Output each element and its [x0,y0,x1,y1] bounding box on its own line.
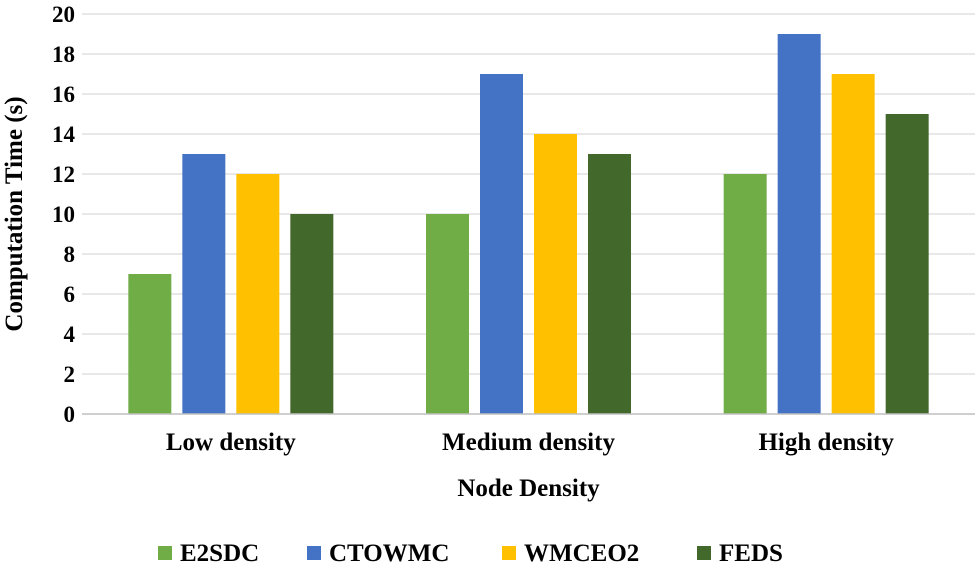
bar-feds-2 [588,154,631,414]
x-axis-title: Node Density [457,475,600,502]
bar-e2sdc-2 [426,214,469,414]
y-tick-label: 6 [64,282,76,307]
y-tick-label: 14 [52,122,76,147]
y-axis-title: Computation Time (s) [1,96,28,331]
legend-swatch-feds [697,546,711,560]
bar-ctowmc-3 [777,34,821,414]
x-category-label: Low density [166,429,296,456]
y-tick-label: 18 [52,42,75,67]
y-tick-label: 10 [52,202,75,227]
bar-e2sdc-1 [128,274,172,414]
legend: E2SDC CTOWMC WMCEO2 FEDS [158,540,783,567]
y-tick-label: 16 [52,82,75,107]
y-tick-label: 0 [64,402,76,427]
x-category-label: Medium density [442,429,615,456]
bar-feds-3 [885,114,929,414]
y-tick-label: 20 [52,2,75,27]
bars [128,34,929,414]
y-axis-ticks: 0 2 4 6 8 10 12 14 16 18 20 [52,2,76,427]
legend-swatch-wmceo2 [502,546,516,560]
y-tick-label: 2 [64,362,76,387]
bar-feds-1 [290,214,334,414]
legend-label-feds: FEDS [719,540,783,567]
bar-e2sdc-3 [723,174,767,414]
y-tick-label: 4 [64,322,76,347]
x-axis-categories: Low density Medium density High density [166,429,895,456]
bar-wmceo2-3 [831,74,875,414]
x-category-label: High density [758,429,894,456]
legend-label-e2sdc: E2SDC [180,540,259,567]
legend-label-ctowmc: CTOWMC [329,540,449,567]
legend-swatch-e2sdc [158,546,172,560]
bar-wmceo2-1 [236,174,280,414]
bar-ctowmc-1 [182,154,226,414]
legend-swatch-ctowmc [307,546,321,560]
y-tick-label: 8 [64,242,76,267]
bar-ctowmc-2 [480,74,523,414]
bar-wmceo2-2 [534,134,577,414]
gridlines [82,13,975,375]
y-tick-label: 12 [52,162,75,187]
legend-label-wmceo2: WMCEO2 [524,540,639,567]
